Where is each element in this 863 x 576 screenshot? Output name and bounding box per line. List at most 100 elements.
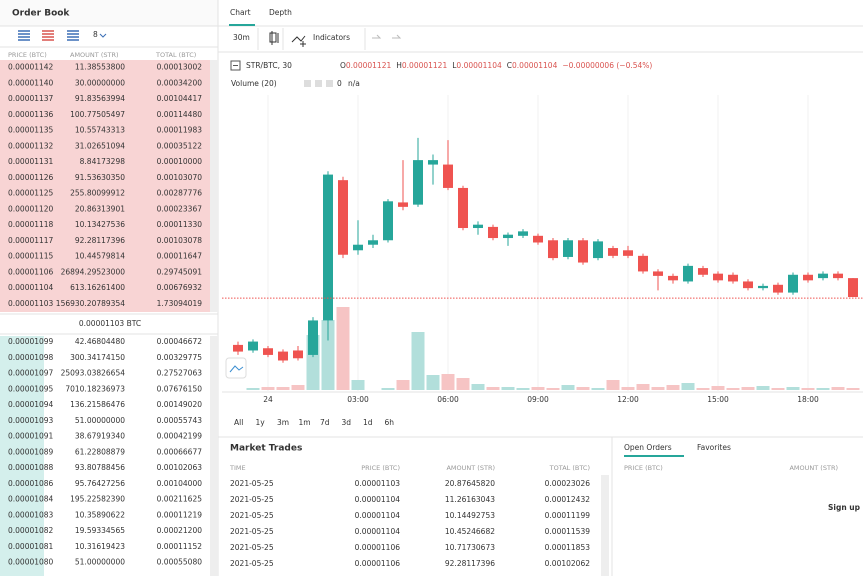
range-button[interactable]: 3m — [277, 418, 289, 427]
trade-cell: 0.00012432 — [545, 495, 591, 504]
bid-cell: 195.22582390 — [70, 495, 125, 504]
candle-body — [818, 273, 828, 279]
candle-icon[interactable] — [269, 31, 279, 45]
candle-body — [503, 234, 513, 239]
volume-label: Volume (20) — [231, 79, 277, 88]
mid-price: 0.00001103 BTC — [79, 319, 141, 328]
depth-option[interactable]: 8 — [93, 30, 98, 39]
volume-bar — [546, 388, 560, 390]
volume-bar — [471, 384, 485, 390]
ask-cell: 0.00001125 — [8, 189, 54, 198]
range-button[interactable]: 6h — [385, 418, 395, 427]
bid-cell: 0.00001086 — [8, 479, 54, 488]
bid-cell: 0.00001097 — [8, 369, 54, 378]
volume-bar — [756, 386, 770, 390]
sign-up-link[interactable]: Sign up — [828, 503, 861, 512]
ask-cell: 0.00001142 — [8, 63, 54, 72]
range-button[interactable]: 1y — [256, 418, 266, 427]
indicators-icon[interactable] — [291, 35, 306, 47]
ask-cell: 20.86313901 — [75, 204, 125, 213]
ask-cell: 0.00001117 — [8, 236, 54, 245]
ask-cell: 0.00001106 — [8, 267, 54, 276]
orders-tab[interactable]: Favorites — [697, 443, 731, 452]
trade-cell: 11.26163043 — [445, 495, 495, 504]
bid-cell: 0.00046672 — [157, 337, 203, 346]
trade-cell: 0.00102062 — [545, 559, 591, 568]
chart-tab[interactable]: Chart — [230, 8, 251, 17]
layout-icon[interactable] — [67, 30, 79, 41]
bid-cell: 10.35890622 — [75, 510, 125, 519]
layout-icon[interactable] — [42, 30, 54, 41]
x-tick-label: 18:00 — [797, 395, 819, 404]
indicators-button[interactable]: Indicators — [313, 33, 350, 42]
ask-cell: 0.00023367 — [157, 204, 203, 213]
range-button[interactable]: 1d — [363, 418, 373, 427]
bid-cell: 42.46804480 — [75, 337, 125, 346]
ask-cell: 10.44579814 — [75, 252, 125, 261]
trade-cell: 2021-05-25 — [230, 479, 274, 488]
bid-cell: 0.00001081 — [8, 542, 54, 551]
candle-body — [683, 265, 693, 282]
bid-cell: 7010.18236973 — [65, 384, 125, 393]
legend-button[interactable] — [304, 80, 311, 87]
bid-cell: 95.76427256 — [75, 479, 125, 488]
x-tick-label: 24 — [263, 395, 273, 404]
candle-body — [728, 274, 738, 282]
bid-cell: 0.00042199 — [157, 432, 203, 441]
chart-tab[interactable]: Depth — [269, 8, 292, 17]
bid-cell: 25093.03826654 — [61, 369, 126, 378]
x-tick-label: 03:00 — [347, 395, 369, 404]
candle-body — [698, 268, 708, 275]
ask-cell: 0.00104417 — [157, 94, 203, 103]
bid-cell: 0.00001091 — [8, 432, 54, 441]
volume-bar — [531, 387, 545, 390]
orders-tab[interactable]: Open Orders — [624, 443, 672, 452]
ohlc-label: C — [507, 61, 512, 70]
layout-icons[interactable] — [18, 30, 107, 41]
bid-cell: 0.00055743 — [157, 416, 203, 425]
bid-cell: 300.34174150 — [70, 353, 125, 362]
ask-cell: 0.29745091 — [157, 267, 203, 276]
range-button[interactable]: All — [234, 418, 243, 427]
trade-cell: 10.45246682 — [445, 527, 495, 536]
candle-body — [773, 284, 783, 293]
collapse-icon[interactable] — [230, 60, 241, 71]
volume-bar — [666, 385, 680, 390]
legend-button[interactable] — [315, 80, 322, 87]
range-button[interactable]: 3d — [342, 418, 352, 427]
bid-cell: 0.00021200 — [157, 526, 203, 535]
undo-redo[interactable] — [372, 34, 402, 39]
candle-body — [278, 351, 288, 361]
trade-cell: 20.87645820 — [445, 479, 495, 488]
bid-cell: 0.00001094 — [8, 400, 54, 409]
ask-cell: 0.00011330 — [157, 220, 203, 229]
trade-cell: 2021-05-25 — [230, 527, 274, 536]
candle-body — [398, 202, 408, 207]
trade-cell: 0.00011199 — [545, 511, 591, 520]
panel-title: Market Trades — [230, 444, 302, 454]
ask-cell: 0.00011647 — [157, 252, 203, 261]
bid-cell: 0.00329775 — [157, 353, 203, 362]
ohlc-value: 0.00001104 — [512, 61, 558, 70]
layout-icon[interactable] — [18, 30, 30, 41]
range-button[interactable]: 7d — [320, 418, 330, 427]
ask-cell: 0.00103078 — [157, 236, 203, 245]
interval-button[interactable]: 30m — [233, 33, 250, 42]
bid-cell: 93.80788456 — [75, 463, 125, 472]
volume-bar — [816, 388, 830, 390]
legend-button[interactable] — [326, 80, 333, 87]
bid-cell: 0.00001082 — [8, 526, 54, 535]
candle-body — [473, 224, 483, 229]
ask-cell: 91.53630350 — [75, 173, 125, 182]
bid-cell: 0.00011152 — [157, 542, 203, 551]
x-tick-label: 09:00 — [527, 395, 549, 404]
candle-body — [233, 344, 243, 352]
candle-body — [368, 240, 378, 245]
bid-cell: 0.00001084 — [8, 495, 54, 504]
range-button[interactable]: 1m — [299, 418, 311, 427]
candle-body — [518, 231, 528, 236]
dropdown-arrow[interactable] — [99, 33, 107, 38]
ask-cell: 0.00001104 — [8, 283, 54, 292]
trade-cell: 2021-05-25 — [230, 495, 274, 504]
